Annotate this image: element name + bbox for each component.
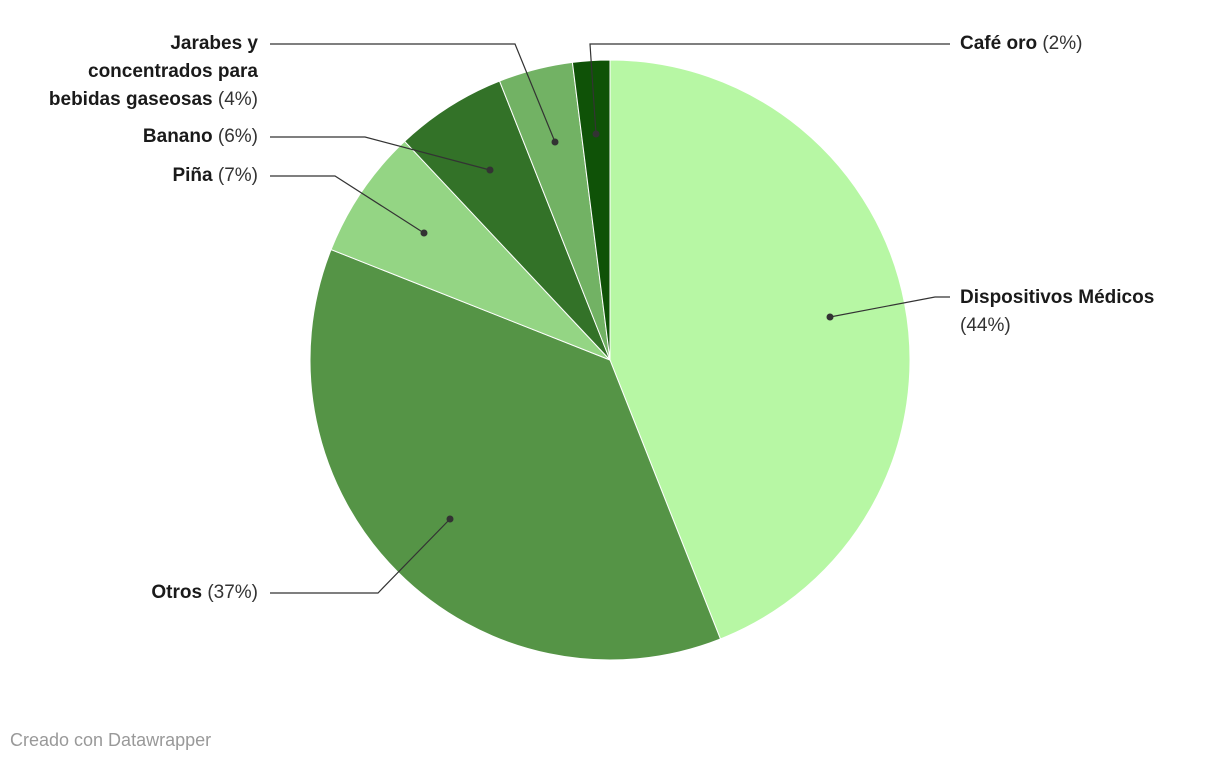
data-label: Piña (7%) — [8, 162, 258, 190]
leader-line — [829, 296, 950, 318]
data-label: Otros (37%) — [8, 579, 258, 607]
credit: Creado con Datawrapper — [10, 730, 212, 750]
leader-dot — [420, 229, 428, 237]
leader-dot — [446, 515, 454, 523]
data-label: Jarabes y concentrados para bebidas gase… — [43, 30, 258, 114]
leader-line — [270, 43, 556, 143]
leader-dot — [592, 130, 600, 138]
value-label: (44%) — [960, 315, 1011, 336]
leader-line — [270, 175, 425, 234]
data-label: Banano (6%) — [8, 123, 258, 151]
leader-dot — [486, 166, 494, 174]
category-label: Jarabes y concentrados para bebidas gase… — [48, 33, 258, 110]
value-label: (6%) — [217, 126, 258, 147]
value-label: (4%) — [217, 89, 258, 110]
leader-line — [270, 136, 491, 171]
category-label: Café oro — [960, 33, 1038, 54]
category-label: Dispositivos Médicos — [960, 287, 1155, 308]
data-label: Café oro (2%) — [960, 30, 1210, 58]
category-label: Piña — [172, 165, 213, 186]
value-label: (2%) — [1042, 33, 1083, 54]
leader-dot — [826, 313, 834, 321]
leader-dot — [551, 138, 559, 146]
category-label: Banano — [142, 126, 213, 147]
data-label: Dispositivos Médicos (44%) — [960, 284, 1210, 340]
leader-line — [589, 43, 950, 135]
pie-slice — [330, 140, 611, 361]
value-label: (7%) — [217, 165, 258, 186]
leader-line — [270, 518, 451, 594]
category-label: Otros — [151, 582, 203, 603]
pie-slice — [609, 59, 911, 640]
value-label: (37%) — [207, 582, 258, 603]
